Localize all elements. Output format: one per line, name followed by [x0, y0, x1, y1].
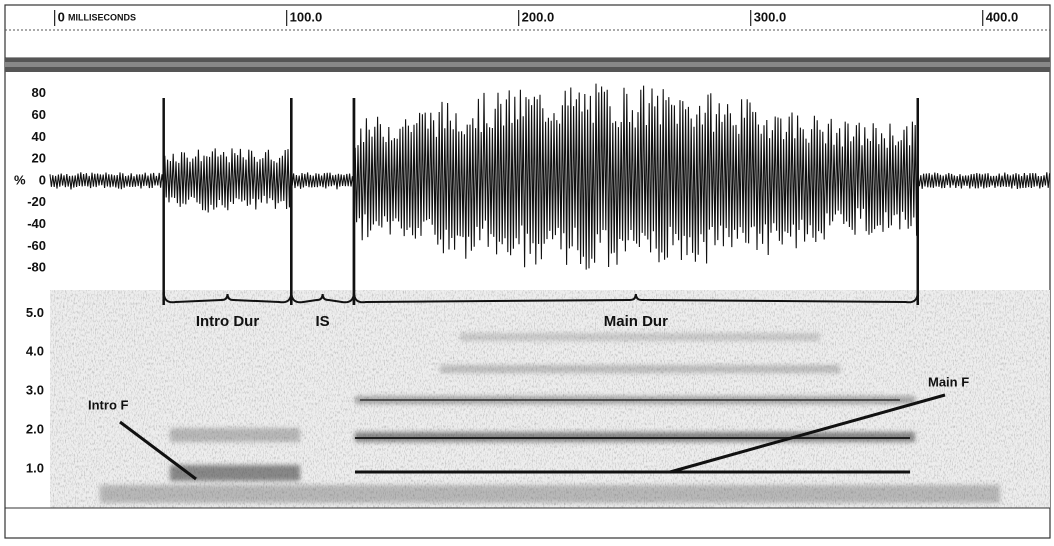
y-tick-label: -80 [27, 260, 46, 275]
x-tick-label: 100.0 [290, 9, 323, 24]
x-axis-label: MILLISECONDS [68, 12, 136, 22]
y-tick-label: -40 [27, 216, 46, 231]
pointer-line [119, 420, 197, 481]
y-tick-label: 80 [32, 85, 46, 100]
segment-label: IS [316, 313, 330, 330]
y-axis-label: % [14, 172, 26, 187]
x-tick-label: 0 [58, 9, 65, 24]
low-noise [100, 485, 1000, 503]
y-tick-label: 0 [39, 172, 46, 187]
intro-band [170, 428, 300, 442]
x-tick-label: 300.0 [754, 9, 787, 24]
x-tick-label: 400.0 [986, 9, 1019, 24]
y-tick-label: 3.0 [26, 383, 44, 398]
y-tick-label: 5.0 [26, 305, 44, 320]
annotation: Main F [928, 374, 969, 389]
y-tick-label: 1.0 [26, 461, 44, 476]
y-tick-label: 2.0 [26, 422, 44, 437]
y-tick-label: 4.0 [26, 344, 44, 359]
intro-band [170, 465, 300, 481]
y-tick-label: 60 [32, 107, 46, 122]
segment-label: Intro Dur [196, 313, 259, 330]
segment-bracket [290, 291, 355, 304]
y-tick-label: 20 [32, 151, 46, 166]
main-band [460, 333, 820, 341]
y-tick-label: -60 [27, 238, 46, 253]
dark-band-stripe [5, 62, 1050, 67]
segment-bracket [162, 291, 293, 304]
waveform-trace [49, 83, 1051, 270]
segment-label: Main Dur [604, 313, 668, 330]
pointer-line [669, 393, 946, 474]
y-tick-label: 40 [32, 129, 46, 144]
y-tick-label: -20 [27, 194, 46, 209]
x-tick-label: 200.0 [522, 9, 555, 24]
main-band [440, 365, 840, 373]
annotation: Intro F [88, 397, 128, 412]
waveform [49, 83, 1051, 270]
segment-bracket [352, 291, 919, 304]
